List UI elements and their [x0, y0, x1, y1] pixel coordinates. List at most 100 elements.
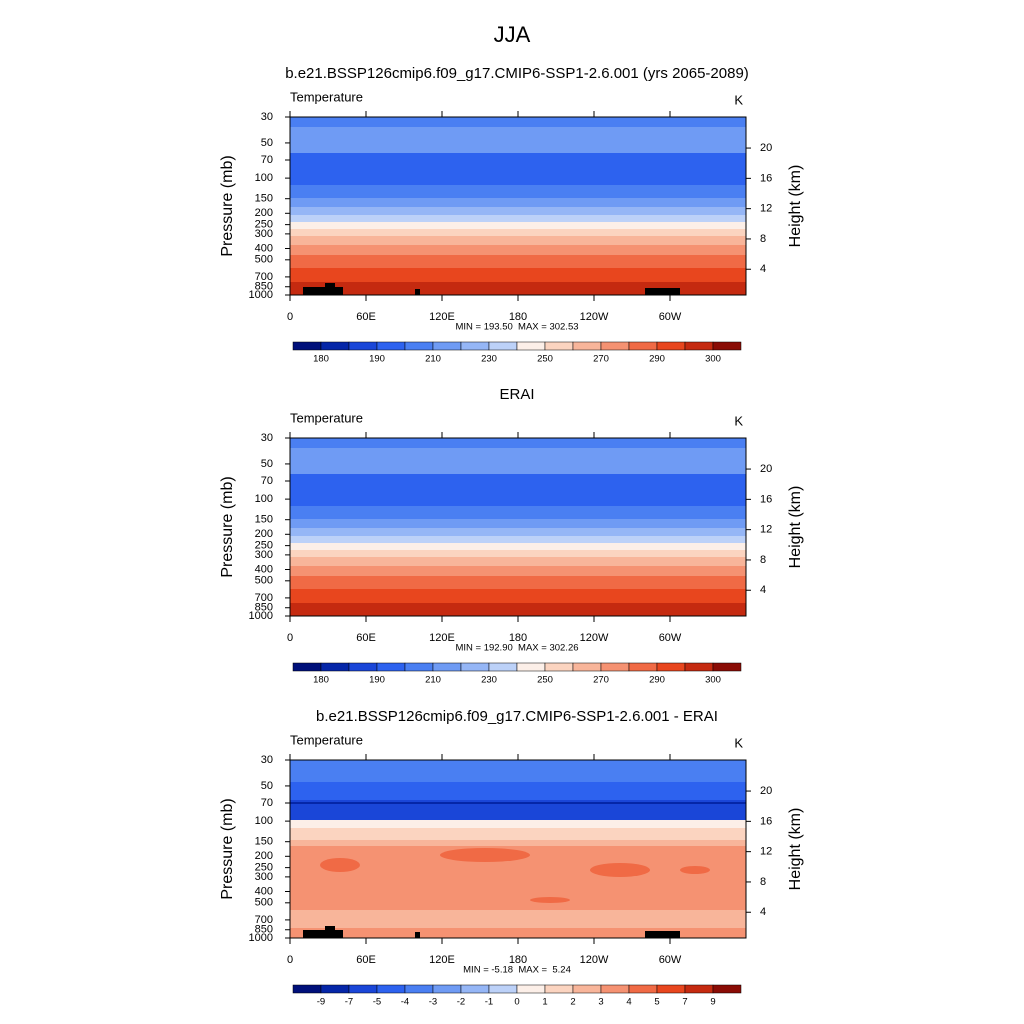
panel-title: ERAI: [499, 386, 534, 403]
contour-band: [290, 800, 746, 820]
colorbar-box: [460, 662, 490, 672]
y2-tick-label: 20: [760, 463, 772, 475]
colorbar-label: -5: [373, 997, 381, 1008]
y2-tick-label: 4: [760, 263, 766, 275]
colorbar-label: 180: [313, 354, 329, 365]
colorbar-label: 210: [425, 675, 441, 686]
topography: [325, 926, 335, 938]
colorbar-box: [684, 341, 714, 351]
y2-tick-label: 4: [760, 584, 766, 596]
colorbar-box: [544, 662, 574, 672]
y-tick-label: 400: [255, 242, 273, 254]
colorbar-box: [348, 984, 378, 994]
x-tick-label: 0: [287, 311, 293, 323]
contour-blob: [590, 863, 650, 877]
contour-blob: [320, 858, 360, 872]
stats: MIN = -5.18 MAX = 5.24: [463, 965, 571, 976]
colorbar-box: [628, 984, 658, 994]
y-tick-label: 200: [255, 850, 273, 862]
y-tick-label: 250: [255, 219, 273, 231]
colorbar-box: [712, 984, 742, 994]
contour-band: [290, 117, 746, 127]
stats: MIN = 193.50 MAX = 302.53: [455, 322, 578, 333]
contour-band: [290, 543, 746, 550]
y-tick-label: 100: [255, 493, 273, 505]
y2-tick-label: 16: [760, 815, 772, 827]
colorbar-label: 270: [593, 675, 609, 686]
x-tick-label: 120E: [429, 632, 455, 644]
y-tick-label: 100: [255, 815, 273, 827]
colorbar-label: -9: [317, 997, 325, 1008]
y-tick-label: 200: [255, 528, 273, 540]
y-tick-label: 500: [255, 897, 273, 909]
colorbar-label: 5: [654, 997, 659, 1008]
y-tick-label: 70: [261, 475, 273, 487]
colorbar-label: 270: [593, 354, 609, 365]
colorbar-box: [600, 662, 630, 672]
x-tick-label: 180: [509, 954, 527, 966]
y-tick-label: 1000: [249, 610, 273, 622]
colorbar-box: [432, 341, 462, 351]
contour-band: [290, 910, 746, 928]
contour-band: [290, 282, 746, 295]
colorbar-label: -2: [457, 997, 465, 1008]
y2-axis-label: Height (km): [787, 165, 804, 248]
colorbar-box: [600, 341, 630, 351]
contour-blob: [440, 848, 530, 862]
y-tick-label: 200: [255, 207, 273, 219]
colorbar-box: [572, 662, 602, 672]
y-tick-label: 700: [255, 271, 273, 283]
colorbar-label: 250: [537, 675, 553, 686]
y-tick-label: 50: [261, 780, 273, 792]
contour-band: [290, 127, 746, 153]
colorbar-label: 290: [649, 354, 665, 365]
contour-field: [290, 760, 746, 938]
colorbar-box: [488, 662, 518, 672]
contour-band: [290, 566, 746, 576]
y2-axis-label: Height (km): [787, 808, 804, 891]
y2-tick-label: 16: [760, 172, 772, 184]
contour-band: [290, 840, 746, 846]
colorbar-label: 0: [514, 997, 519, 1008]
colorbar-box: [656, 341, 686, 351]
contour-band: [290, 229, 746, 236]
colorbar-box: [404, 984, 434, 994]
colorbar-label: 250: [537, 354, 553, 365]
y-tick-label: 850: [255, 602, 273, 614]
y-tick-label: 850: [255, 281, 273, 293]
contour-band: [290, 603, 746, 616]
colorbar-box: [684, 662, 714, 672]
stats: MIN = 192.90 MAX = 302.26: [455, 643, 578, 654]
contour-band: [290, 782, 746, 800]
left-label: Temperature: [290, 410, 363, 425]
colorbar-box: [572, 341, 602, 351]
colorbar-label: 210: [425, 354, 441, 365]
colorbar-box: [516, 984, 546, 994]
colorbar-label: 4: [626, 997, 631, 1008]
colorbar-label: -7: [345, 997, 353, 1008]
y2-tick-label: 8: [760, 876, 766, 888]
y-axis-label: Pressure (mb): [219, 798, 236, 899]
y-tick-label: 1000: [249, 289, 273, 301]
colorbar-label: -3: [429, 997, 437, 1008]
contour-band: [290, 550, 746, 557]
contour-band: [290, 215, 746, 222]
contour-band: [290, 576, 746, 589]
colorbar-box: [404, 662, 434, 672]
figure-title: JJA: [494, 22, 531, 47]
y-tick-label: 500: [255, 254, 273, 266]
left-label: Temperature: [290, 732, 363, 747]
contour-band: [290, 268, 746, 282]
colorbar-box: [544, 341, 574, 351]
colorbar-box: [488, 341, 518, 351]
units-label: K: [734, 413, 743, 428]
x-tick-label: 120E: [429, 954, 455, 966]
colorbar-box: [516, 662, 546, 672]
contour-band: [290, 760, 746, 782]
units-label: K: [734, 92, 743, 107]
colorbar-box: [684, 984, 714, 994]
colorbar-box: [348, 341, 378, 351]
x-tick-label: 60E: [356, 311, 376, 323]
colorbar-box: [376, 662, 406, 672]
